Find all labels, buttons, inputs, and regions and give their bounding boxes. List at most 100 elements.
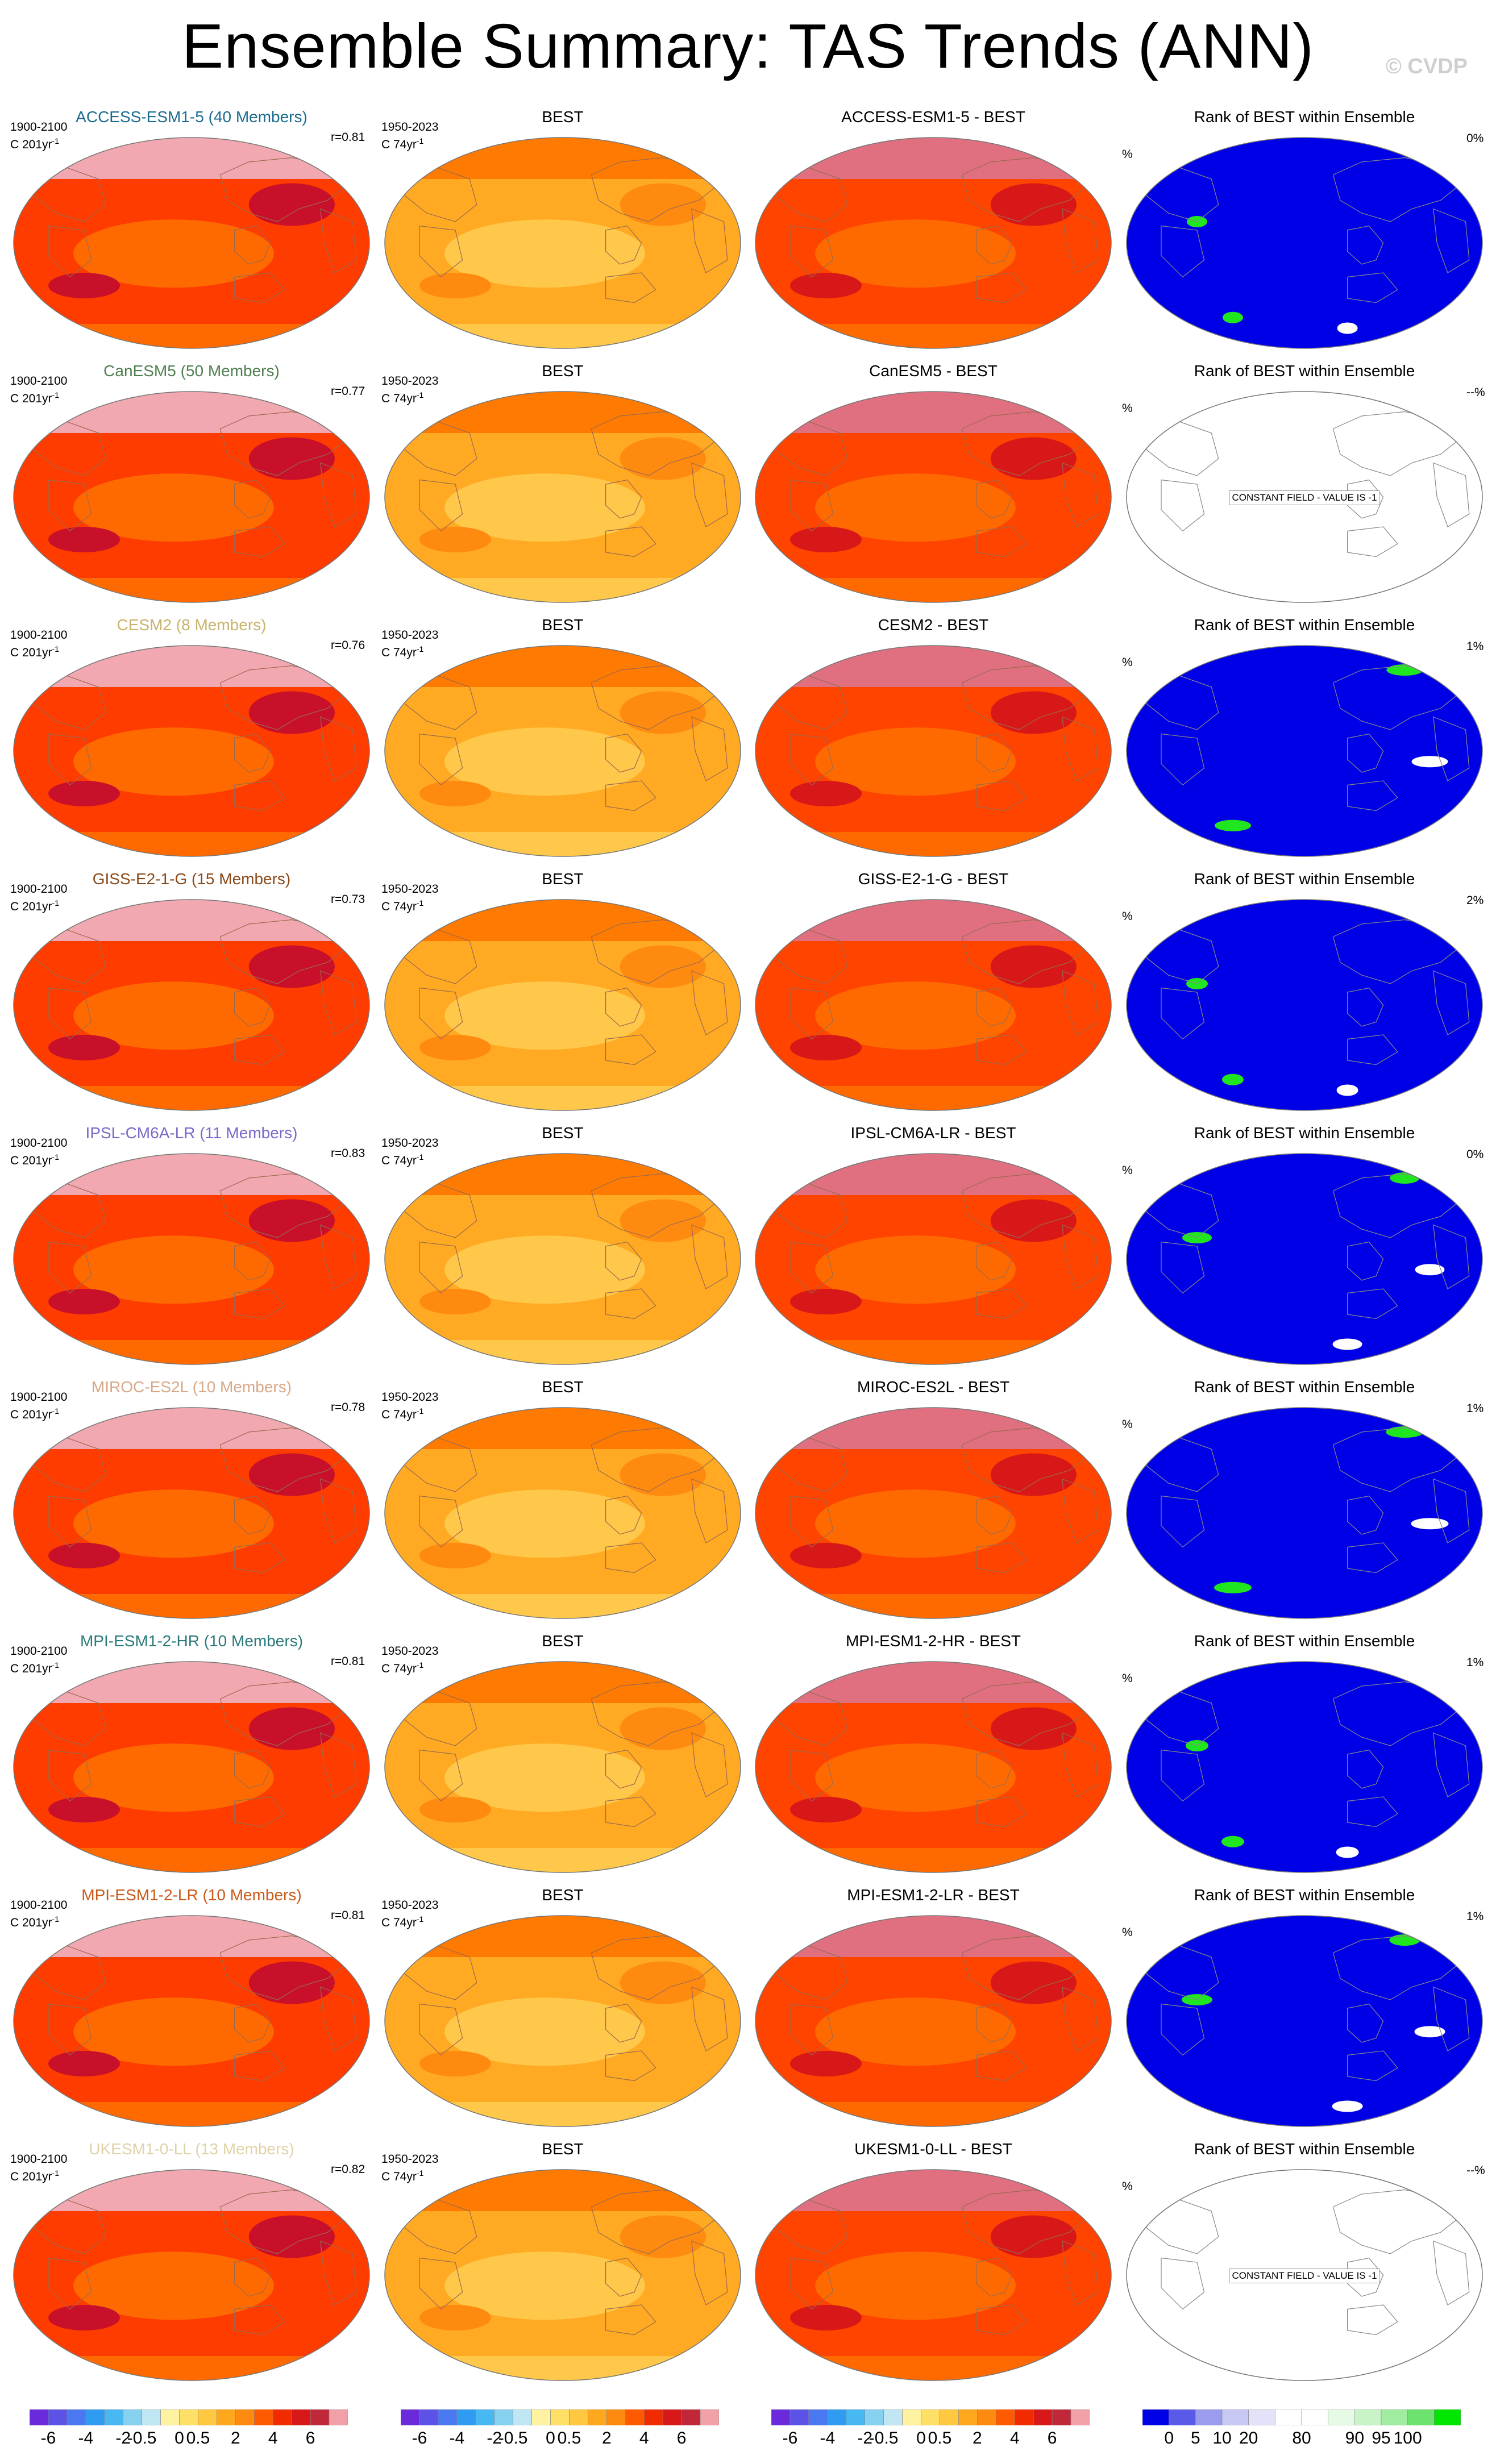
map-r8-c1: [384, 2169, 741, 2381]
trend-colorbar-2-box-2: [808, 2409, 828, 2425]
trend-colorbar-2-tick: 2: [973, 2429, 982, 2448]
trend-colorbar-1-tick: 0.5: [557, 2429, 581, 2448]
map-r1-c0: [13, 391, 370, 603]
panel-title-r2-c1: BEST: [542, 616, 584, 634]
rank-units-r5: %: [1122, 1418, 1133, 1431]
trend-colorbar-0-box-1: [48, 2409, 68, 2425]
trend-colorbar-2-tick: -2: [857, 2429, 873, 2448]
trend-colorbar-2-box-3: [827, 2409, 847, 2425]
rank-colorbar-tick: 5: [1190, 2429, 1200, 2448]
trend-colorbar-1-box-8: [550, 2409, 570, 2425]
trend-colorbar-0-box-8: [179, 2409, 198, 2425]
trend-colorbar-0-tick: 0: [174, 2429, 184, 2448]
panel-title-r0-c0: ACCESS-ESM1-5 (40 Members): [76, 108, 307, 126]
map-r5-c1: [384, 1407, 741, 1619]
panel-title-r6-c3: Rank of BEST within Ensemble: [1194, 1632, 1415, 1650]
panel-title-r3-c3: Rank of BEST within Ensemble: [1194, 870, 1415, 888]
trend-colorbar-2: [771, 2409, 1090, 2425]
trend-colorbar-2-tick: 0: [916, 2429, 926, 2448]
trend-colorbar-0-box-14: [291, 2409, 311, 2425]
period-units-r7-c1: 1950-2023 C 74yr-1: [381, 1899, 439, 1929]
map-r7-c2: [755, 1915, 1112, 2127]
map-r0-c3: [1126, 137, 1483, 349]
map-r3-c2: [755, 899, 1112, 1111]
period-units-r6-c0: 1900-2100 C 201yr-1: [10, 1645, 68, 1675]
rank-colorbar-box-7: [1328, 2409, 1355, 2425]
trend-colorbar-2-tick: 4: [1009, 2429, 1020, 2448]
trend-colorbar-0: [30, 2409, 348, 2425]
rank-units-r7: %: [1122, 1926, 1133, 1939]
trend-colorbar-2-box-10: [958, 2409, 978, 2425]
map-r6-c1: [384, 1661, 741, 1873]
panel-title-r1-c2: CanESM5 - BEST: [869, 362, 998, 380]
trend-colorbar-0-box-16: [329, 2409, 348, 2425]
panel-title-r6-c0: MPI-ESM1-2-HR (10 Members): [80, 1632, 304, 1650]
trend-colorbar-0-box-2: [67, 2409, 86, 2425]
rank-colorbar-box-0: [1142, 2409, 1169, 2425]
map-r1-c2: [755, 391, 1112, 603]
rank-colorbar-box-5: [1275, 2409, 1302, 2425]
period-units-r6-c1: 1950-2023 C 74yr-1: [381, 1645, 439, 1675]
trend-colorbar-2-box-8: [921, 2409, 940, 2425]
trend-colorbar-1-box-11: [606, 2409, 626, 2425]
panel-title-r1-c3: Rank of BEST within Ensemble: [1194, 362, 1415, 380]
rank-colorbar-tick: 20: [1239, 2429, 1258, 2448]
trend-colorbar-0-box-12: [254, 2409, 273, 2425]
trend-colorbar-2-box-0: [771, 2409, 791, 2425]
trend-colorbar-2-box-4: [846, 2409, 866, 2425]
trend-colorbar-1-tick: -0.5: [498, 2429, 528, 2448]
period-units-r0-c1: 1950-2023 C 74yr-1: [381, 120, 439, 151]
trend-colorbar-1-box-6: [513, 2409, 532, 2425]
panel-title-r0-c1: BEST: [542, 108, 584, 126]
trend-colorbar-0-tick: 2: [231, 2429, 240, 2448]
period-units-r7-c0: 1900-2100 C 201yr-1: [10, 1899, 68, 1929]
panel-title-r7-c3: Rank of BEST within Ensemble: [1194, 1886, 1415, 1904]
map-r6-c0: [13, 1661, 370, 1873]
pattern-corr-r8: r=0.82: [331, 2163, 365, 2176]
map-r4-c1: [384, 1153, 741, 1365]
trend-colorbar-1-box-4: [475, 2409, 495, 2425]
rank-units-r1: %: [1122, 402, 1133, 415]
trend-colorbar-1: [401, 2409, 719, 2425]
trend-colorbar-2-box-16: [1070, 2409, 1090, 2425]
trend-colorbar-1-box-2: [438, 2409, 458, 2425]
trend-colorbar-2-box-14: [1033, 2409, 1053, 2425]
rank-pct-r4: 0%: [1466, 1148, 1484, 1161]
map-r8-c2: [755, 2169, 1112, 2381]
trend-colorbar-0-tick: 6: [305, 2429, 315, 2448]
trend-colorbar-1-box-5: [494, 2409, 513, 2425]
panel-title-r4-c2: IPSL-CM6A-LR - BEST: [850, 1124, 1016, 1142]
rank-units-r4: %: [1122, 1164, 1133, 1177]
trend-colorbar-0-tick: -4: [78, 2429, 94, 2448]
period-units-r8-c1: 1950-2023 C 74yr-1: [381, 2153, 439, 2183]
map-r4-c3: [1126, 1153, 1483, 1365]
pattern-corr-r3: r=0.73: [331, 893, 365, 906]
rank-pct-r1: --%: [1466, 386, 1485, 399]
trend-colorbar-2-box-7: [902, 2409, 921, 2425]
trend-colorbar-0-tick: 0.5: [186, 2429, 210, 2448]
trend-colorbar-2-tick: 6: [1047, 2429, 1057, 2448]
period-units-r3-c0: 1900-2100 C 201yr-1: [10, 883, 68, 913]
trend-colorbar-2-box-9: [940, 2409, 959, 2425]
panel-title-r7-c2: MPI-ESM1-2-LR - BEST: [847, 1886, 1020, 1904]
map-r8-c0: [13, 2169, 370, 2381]
panel-title-r8-c1: BEST: [542, 2140, 584, 2158]
trend-colorbar-1-tick: 4: [639, 2429, 649, 2448]
trend-colorbar-2-tick: -4: [820, 2429, 836, 2448]
period-units-r0-c0: 1900-2100 C 201yr-1: [10, 120, 68, 151]
constant-field-label: CONSTANT FIELD - VALUE IS -1: [1229, 2268, 1380, 2283]
rank-units-r2: %: [1122, 656, 1133, 669]
rank-pct-r6: 1%: [1466, 1656, 1484, 1669]
map-r7-c1: [384, 1915, 741, 2127]
trend-colorbar-1-box-12: [625, 2409, 645, 2425]
period-units-r5-c1: 1950-2023 C 74yr-1: [381, 1391, 439, 1421]
map-r0-c1: [384, 137, 741, 349]
panel-title-r2-c0: CESM2 (8 Members): [117, 616, 267, 634]
map-r0-c0: [13, 137, 370, 349]
rank-units-r0: %: [1122, 148, 1133, 161]
rank-pct-r2: 1%: [1466, 640, 1484, 653]
trend-colorbar-0-box-6: [142, 2409, 161, 2425]
trend-colorbar-1-tick: -6: [412, 2429, 427, 2448]
trend-colorbar-0-box-15: [310, 2409, 330, 2425]
rank-colorbar-box-8: [1354, 2409, 1382, 2425]
